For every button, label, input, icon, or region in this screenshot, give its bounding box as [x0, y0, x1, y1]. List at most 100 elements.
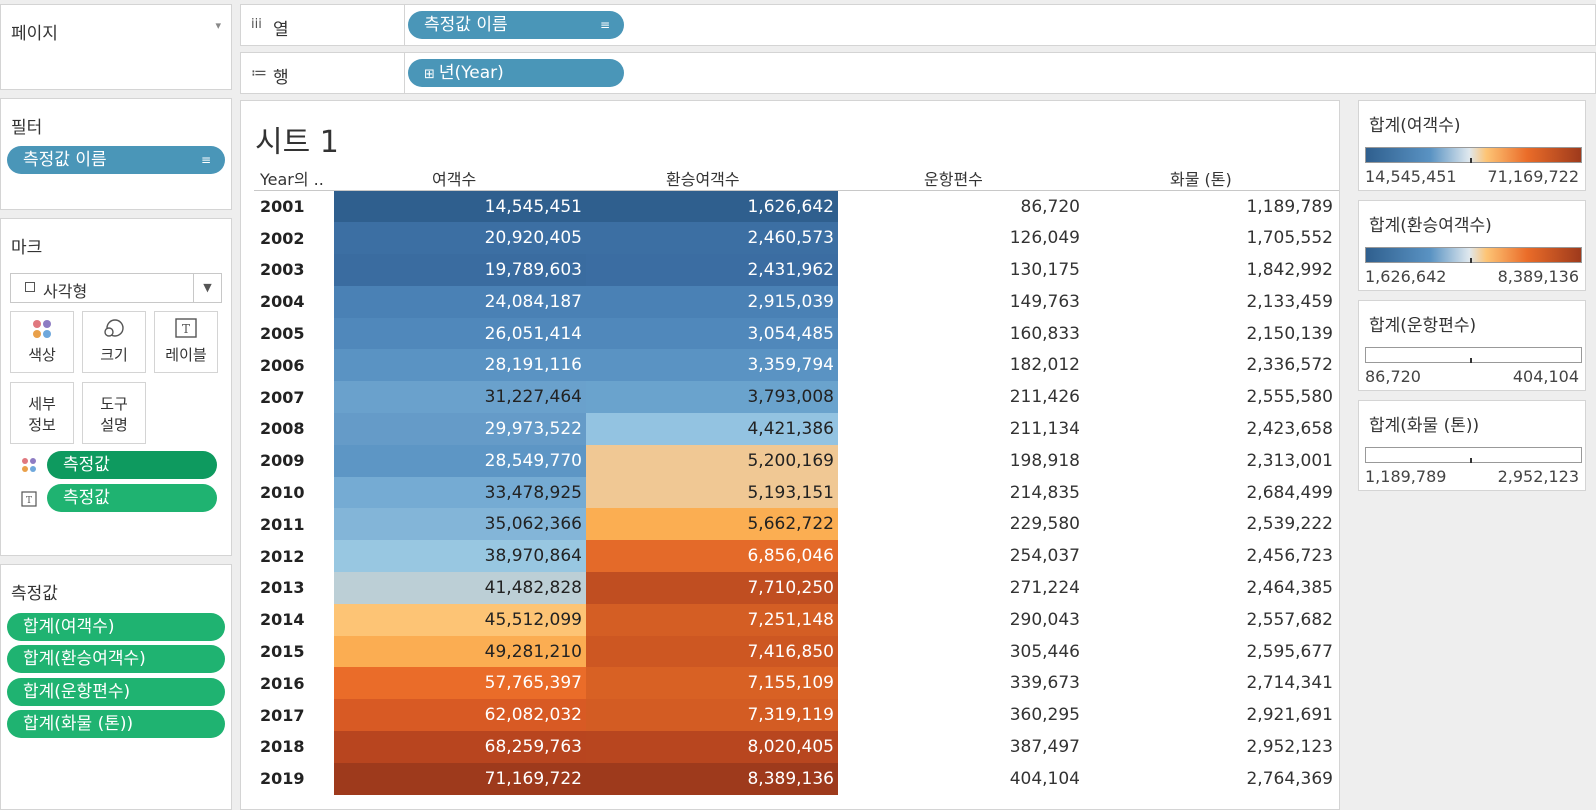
detail-button[interactable]: 세부 정보	[10, 382, 74, 444]
transfer-cell[interactable]: 8,389,136	[586, 762, 838, 795]
header-transfer[interactable]: 환승여객수	[586, 166, 838, 191]
passengers-cell[interactable]: 29,973,522	[334, 413, 586, 445]
cargo-cell[interactable]: 2,952,123	[1246, 736, 1333, 757]
cargo-cell[interactable]: 2,464,385	[1246, 577, 1333, 598]
columns-pill-measure-names[interactable]: 측정값 이름 ≡	[408, 11, 624, 39]
passengers-cell[interactable]: 20,920,405	[334, 222, 586, 255]
flights-cell[interactable]: 404,104	[1009, 768, 1080, 789]
passengers-cell[interactable]: 38,970,864	[334, 540, 586, 573]
measure-pill-transfer[interactable]: 합계(환승여객수)	[7, 645, 225, 673]
cargo-cell[interactable]: 2,595,677	[1246, 641, 1333, 662]
transfer-cell[interactable]: 1,626,642	[586, 190, 838, 223]
passengers-cell[interactable]: 45,512,099	[334, 603, 586, 636]
passengers-cell[interactable]: 26,051,414	[334, 317, 586, 350]
color-legend[interactable]: 합계(환승여객수) 1,626,642 8,389,136	[1358, 200, 1586, 291]
label-measure-pill[interactable]: 측정값	[47, 484, 217, 512]
transfer-cell[interactable]: 3,359,794	[586, 349, 838, 382]
flights-cell[interactable]: 211,426	[1009, 387, 1080, 408]
year-cell[interactable]: 2005	[260, 324, 305, 344]
cargo-cell[interactable]: 2,456,723	[1246, 546, 1333, 567]
flights-cell[interactable]: 254,037	[1009, 546, 1080, 567]
flights-cell[interactable]: 339,673	[1009, 673, 1080, 694]
cargo-cell[interactable]: 2,714,341	[1246, 673, 1333, 694]
transfer-cell[interactable]: 2,915,039	[586, 285, 838, 318]
year-cell[interactable]: 2009	[260, 451, 305, 471]
flights-cell[interactable]: 229,580	[1009, 514, 1080, 535]
year-cell[interactable]: 2012	[260, 546, 305, 566]
cargo-cell[interactable]: 2,133,459	[1246, 291, 1333, 312]
flights-cell[interactable]: 214,835	[1009, 482, 1080, 503]
transfer-cell[interactable]: 7,319,119	[586, 699, 838, 732]
transfer-cell[interactable]: 3,793,008	[586, 381, 838, 414]
header-cargo[interactable]: 화물 (톤)	[1086, 166, 1339, 191]
cargo-cell[interactable]: 1,842,992	[1246, 259, 1333, 280]
transfer-cell[interactable]: 2,460,573	[586, 222, 838, 255]
passengers-cell[interactable]: 31,227,464	[334, 381, 586, 414]
header-flights[interactable]: 운항편수	[838, 166, 1086, 191]
year-cell[interactable]: 2004	[260, 292, 305, 312]
year-cell[interactable]: 2006	[260, 355, 305, 375]
flights-cell[interactable]: 160,833	[1009, 323, 1080, 344]
passengers-cell[interactable]: 62,082,032	[334, 699, 586, 732]
flights-cell[interactable]: 126,049	[1009, 228, 1080, 249]
transfer-cell[interactable]: 7,710,250	[586, 572, 838, 604]
color-legend[interactable]: 합계(운항편수) 86,720 404,104	[1358, 300, 1586, 391]
cargo-cell[interactable]: 2,684,499	[1246, 482, 1333, 503]
mark-type-select[interactable]: 사각형 ▼	[10, 273, 222, 303]
transfer-cell[interactable]: 5,200,169	[586, 444, 838, 477]
flights-cell[interactable]: 387,497	[1009, 736, 1080, 757]
year-cell[interactable]: 2016	[260, 673, 305, 693]
transfer-cell[interactable]: 7,155,109	[586, 667, 838, 700]
year-cell[interactable]: 2001	[260, 197, 305, 217]
transfer-cell[interactable]: 8,020,405	[586, 731, 838, 763]
header-passengers[interactable]: 여객수	[334, 166, 586, 191]
cargo-cell[interactable]: 2,921,691	[1246, 705, 1333, 726]
flights-cell[interactable]: 182,012	[1009, 355, 1080, 376]
label-button[interactable]: T 레이블	[154, 311, 218, 373]
filter-pill-measure-names[interactable]: 측정값 이름 ≡	[7, 146, 225, 174]
color-measure-pill[interactable]: 측정값	[47, 451, 217, 479]
color-legend[interactable]: 합계(여객수) 14,545,451 71,169,722	[1358, 100, 1586, 191]
measure-pill-flights[interactable]: 합계(운항편수)	[7, 678, 225, 706]
year-cell[interactable]: 2015	[260, 642, 305, 662]
transfer-cell[interactable]: 7,251,148	[586, 603, 838, 636]
cargo-cell[interactable]: 2,539,222	[1246, 514, 1333, 535]
cargo-cell[interactable]: 2,313,001	[1246, 450, 1333, 471]
year-cell[interactable]: 2010	[260, 483, 305, 503]
cargo-cell[interactable]: 1,189,789	[1246, 196, 1333, 217]
cargo-cell[interactable]: 2,557,682	[1246, 609, 1333, 630]
pages-card[interactable]: 페이지 ▾	[0, 4, 232, 90]
color-button[interactable]: 색상	[10, 311, 74, 373]
flights-cell[interactable]: 211,134	[1009, 418, 1080, 439]
color-legend[interactable]: 합계(화물 (톤)) 1,189,789 2,952,123	[1358, 400, 1586, 491]
cargo-cell[interactable]: 2,150,139	[1246, 323, 1333, 344]
flights-cell[interactable]: 290,043	[1009, 609, 1080, 630]
year-cell[interactable]: 2013	[260, 578, 305, 598]
flights-cell[interactable]: 130,175	[1009, 259, 1080, 280]
flights-cell[interactable]: 271,224	[1009, 577, 1080, 598]
passengers-cell[interactable]: 57,765,397	[334, 667, 586, 700]
year-cell[interactable]: 2017	[260, 705, 305, 725]
cargo-cell[interactable]: 1,705,552	[1246, 228, 1333, 249]
passengers-cell[interactable]: 19,789,603	[334, 254, 586, 286]
measure-pill-passengers[interactable]: 합계(여객수)	[7, 613, 225, 641]
chevron-down-icon[interactable]: ▾	[215, 19, 221, 32]
size-button[interactable]: 크기	[82, 311, 146, 373]
measure-pill-cargo[interactable]: 합계(화물 (톤))	[7, 710, 225, 738]
year-cell[interactable]: 2003	[260, 260, 305, 280]
passengers-cell[interactable]: 28,549,770	[334, 444, 586, 477]
passengers-cell[interactable]: 35,062,366	[334, 508, 586, 541]
year-cell[interactable]: 2008	[260, 419, 305, 439]
year-cell[interactable]: 2002	[260, 228, 305, 248]
cargo-cell[interactable]: 2,423,658	[1246, 418, 1333, 439]
passengers-cell[interactable]: 24,084,187	[334, 285, 586, 318]
year-cell[interactable]: 2007	[260, 387, 305, 407]
transfer-cell[interactable]: 7,416,850	[586, 635, 838, 668]
year-cell[interactable]: 2018	[260, 737, 305, 757]
flights-cell[interactable]: 360,295	[1009, 705, 1080, 726]
transfer-cell[interactable]: 5,662,722	[586, 508, 838, 541]
year-cell[interactable]: 2011	[260, 514, 305, 534]
passengers-cell[interactable]: 49,281,210	[334, 635, 586, 668]
passengers-cell[interactable]: 33,478,925	[334, 476, 586, 509]
flights-cell[interactable]: 86,720	[1020, 196, 1080, 217]
